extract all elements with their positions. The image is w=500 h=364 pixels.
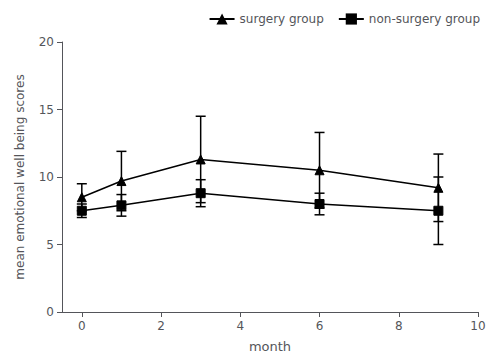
svg-text:surgery group: surgery group [240,12,324,26]
svg-text:10: 10 [470,319,485,333]
svg-text:non-surgery group: non-surgery group [369,12,480,26]
svg-text:month: month [249,339,291,354]
svg-text:20: 20 [39,35,54,49]
svg-text:5: 5 [46,238,54,252]
svg-text:0: 0 [78,319,86,333]
svg-text:0: 0 [46,305,54,319]
svg-text:6: 6 [316,319,324,333]
svg-text:mean emotional well being scor: mean emotional well being scores [13,74,27,279]
svg-text:4: 4 [236,319,244,333]
svg-text:10: 10 [39,170,54,184]
svg-text:2: 2 [157,319,165,333]
svg-text:15: 15 [39,103,54,117]
svg-text:8: 8 [395,319,403,333]
